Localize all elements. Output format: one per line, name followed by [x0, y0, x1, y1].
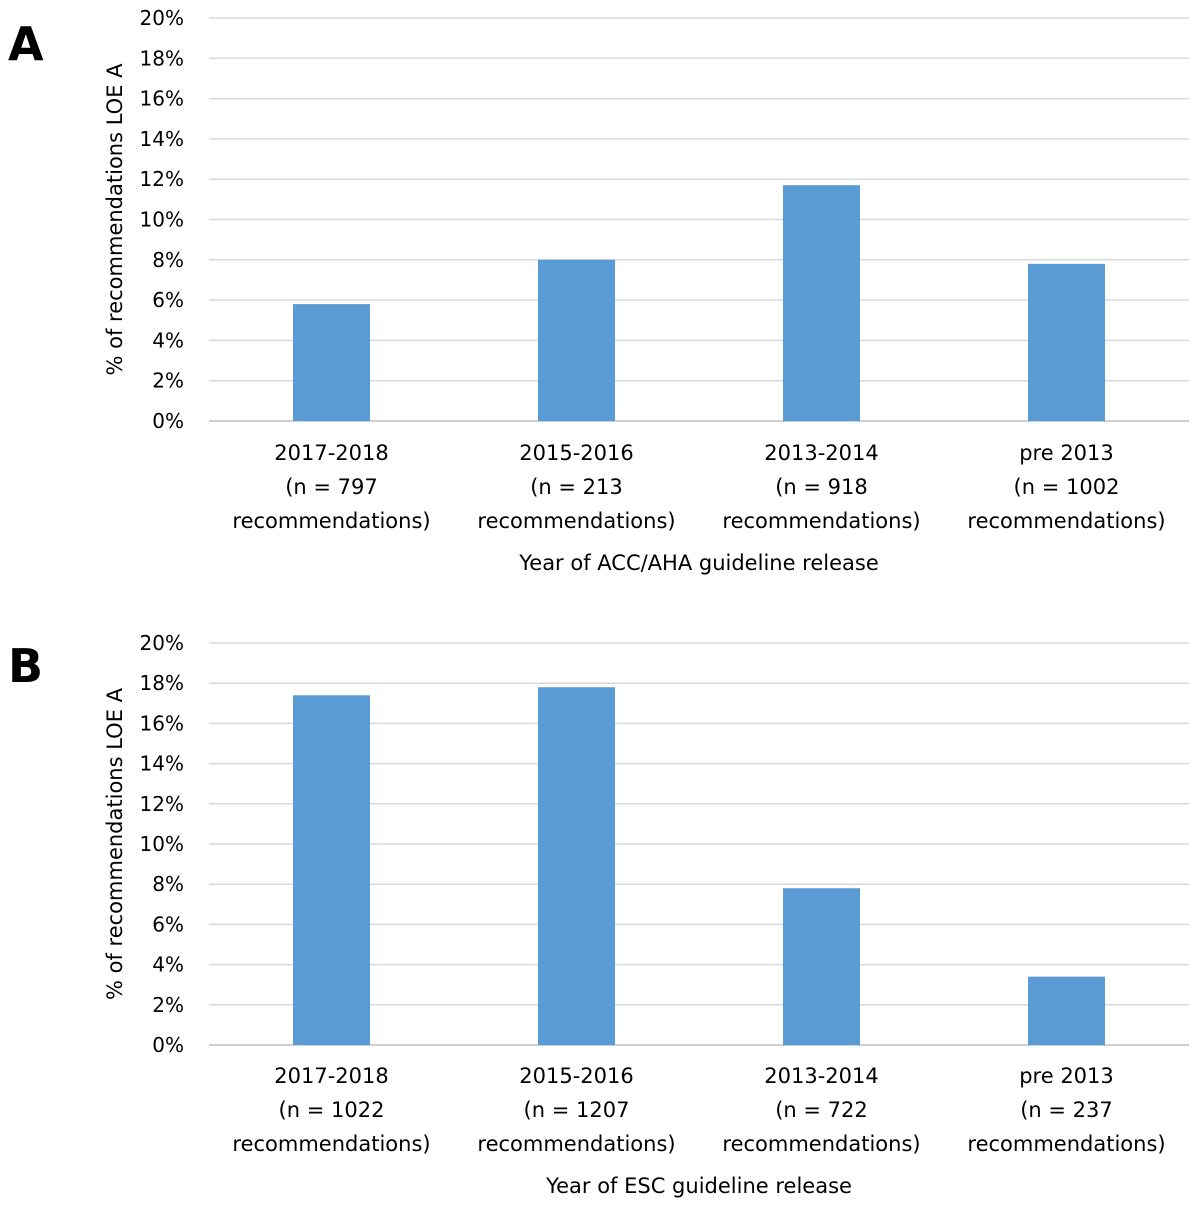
y-tick-label: 8% [152, 248, 184, 272]
y-tick-label: 2% [152, 993, 184, 1017]
x-category-label: 2015-2016 (n = 213 recommendations) [477, 441, 675, 533]
x-category-label: 2015-2016 (n = 1207 recommendations) [477, 1064, 675, 1156]
y-tick-label: 4% [152, 328, 184, 352]
bar [538, 259, 615, 421]
bar [293, 695, 370, 1045]
x-category-label-line: 2015-2016 [519, 441, 633, 465]
bar [783, 185, 860, 421]
y-tick-label: 20% [140, 631, 184, 655]
panel-label: A [8, 17, 44, 71]
x-category-label-line: recommendations) [477, 1132, 675, 1156]
y-tick-label: 16% [140, 87, 184, 111]
x-category-label-line: (n = 918 [775, 475, 868, 499]
y-tick-label: 10% [140, 208, 184, 232]
x-category-label-line: recommendations) [722, 1132, 920, 1156]
x-category-label-line: recommendations) [722, 509, 920, 533]
x-category-label: 2013-2014 (n = 722 recommendations) [722, 1064, 920, 1156]
y-tick-label: 0% [152, 1033, 184, 1057]
y-tick-label: 16% [140, 711, 184, 735]
y-tick-label: 18% [140, 671, 184, 695]
x-category-label-line: (n = 237 [1020, 1098, 1113, 1122]
bar [1028, 976, 1105, 1045]
y-tick-label: 4% [152, 953, 184, 977]
x-axis-title: Year of ESC guideline release [545, 1174, 852, 1198]
x-category-label: 2013-2014 (n = 918 recommendations) [722, 441, 920, 533]
y-tick-label: 14% [140, 127, 184, 151]
x-category-label-line: 2017-2018 [274, 441, 388, 465]
x-category-label-line: recommendations) [967, 1132, 1165, 1156]
bar [783, 888, 860, 1045]
y-axis-title: % of recommendations LOE A [103, 687, 127, 1000]
x-category-label-line: (n = 1002 [1014, 475, 1120, 499]
x-axis-title: Year of ACC/AHA guideline release [518, 551, 879, 575]
x-category-label-line: (n = 1022 [279, 1098, 385, 1122]
x-category-label-line: 2013-2014 [764, 441, 878, 465]
y-tick-label: 18% [140, 46, 184, 70]
y-tick-label: 14% [140, 752, 184, 776]
x-category-label-line: pre 2013 [1019, 1064, 1114, 1088]
x-category-label-line: pre 2013 [1019, 441, 1114, 465]
y-tick-label: 0% [152, 409, 184, 433]
x-category-label-line: recommendations) [232, 509, 430, 533]
x-category-label: 2017-2018 (n = 1022 recommendations) [232, 1064, 430, 1156]
x-category-label-line: (n = 722 [775, 1098, 868, 1122]
y-axis-title: % of recommendations LOE A [103, 63, 127, 376]
y-tick-label: 2% [152, 369, 184, 393]
y-tick-label: 10% [140, 832, 184, 856]
x-category-label-line: (n = 213 [530, 475, 623, 499]
y-tick-label: 20% [140, 6, 184, 30]
bar [538, 687, 615, 1045]
y-tick-label: 12% [140, 167, 184, 191]
x-category-label-line: 2015-2016 [519, 1064, 633, 1088]
x-category-label-line: 2017-2018 [274, 1064, 388, 1088]
x-category-label: pre 2013 (n = 1002 recommendations) [967, 441, 1165, 533]
panel-label: B [8, 639, 43, 693]
chart-panel-b: B 0% 2% 4% 6% 8% 10% 12% 14% 16% 18% 20% 2017-2018 (n… [8, 631, 1189, 1198]
y-tick-label: 8% [152, 872, 184, 896]
chart-panel-a: A 0% 2% 4% 6% 8% 10% 12% 14% 16% 18% 20% 2017-2018 (n… [8, 6, 1189, 575]
x-category-label-line: (n = 797 [285, 475, 378, 499]
x-category-label-line: recommendations) [477, 509, 675, 533]
x-category-label: pre 2013 (n = 237 recommendations) [967, 1064, 1165, 1156]
bar [1028, 263, 1105, 421]
bar [293, 304, 370, 421]
y-tick-label: 12% [140, 792, 184, 816]
x-category-label: 2017-2018 (n = 797 recommendations) [232, 441, 430, 533]
x-category-label-line: 2013-2014 [764, 1064, 878, 1088]
x-category-label-line: recommendations) [967, 509, 1165, 533]
x-category-label-line: (n = 1207 [524, 1098, 630, 1122]
x-category-label-line: recommendations) [232, 1132, 430, 1156]
y-tick-label: 6% [152, 288, 184, 312]
y-tick-label: 6% [152, 912, 184, 936]
